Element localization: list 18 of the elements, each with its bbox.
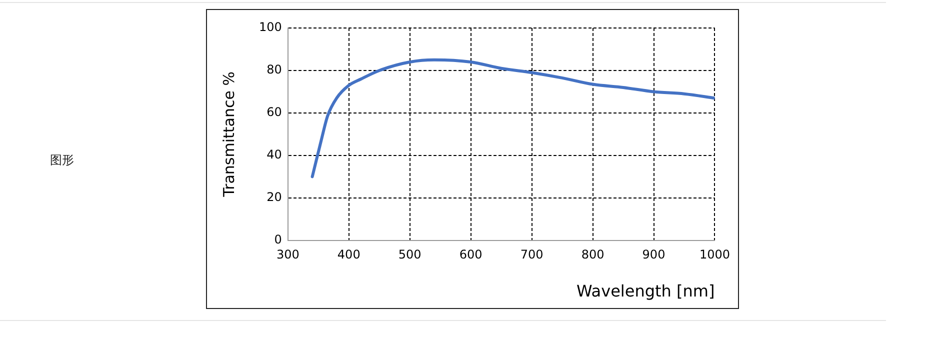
- y-tick-label: 20: [266, 190, 282, 204]
- x-tick-label: 400: [337, 248, 360, 262]
- y-axis-title: Transmittance %: [220, 72, 238, 198]
- y-tick-label: 60: [266, 105, 282, 120]
- y-tick-label: 100: [259, 20, 282, 34]
- x-tick-label: 500: [398, 248, 422, 262]
- x-tick-label: 700: [520, 248, 544, 262]
- x-tick-label: 1000: [699, 248, 730, 262]
- y-tick-label: 40: [266, 148, 282, 162]
- y-tick-label: 80: [266, 62, 282, 77]
- x-tick-label: 800: [581, 248, 604, 262]
- x-axis-title: Wavelength [nm]: [576, 282, 715, 301]
- x-tick-label: 900: [642, 248, 666, 262]
- x-tick-label: 300: [276, 248, 300, 262]
- y-tick-label: 0: [274, 232, 282, 247]
- text: 图形: [50, 152, 74, 169]
- line-series: [310, 58, 715, 178]
- x-tick-label: 600: [459, 248, 482, 262]
